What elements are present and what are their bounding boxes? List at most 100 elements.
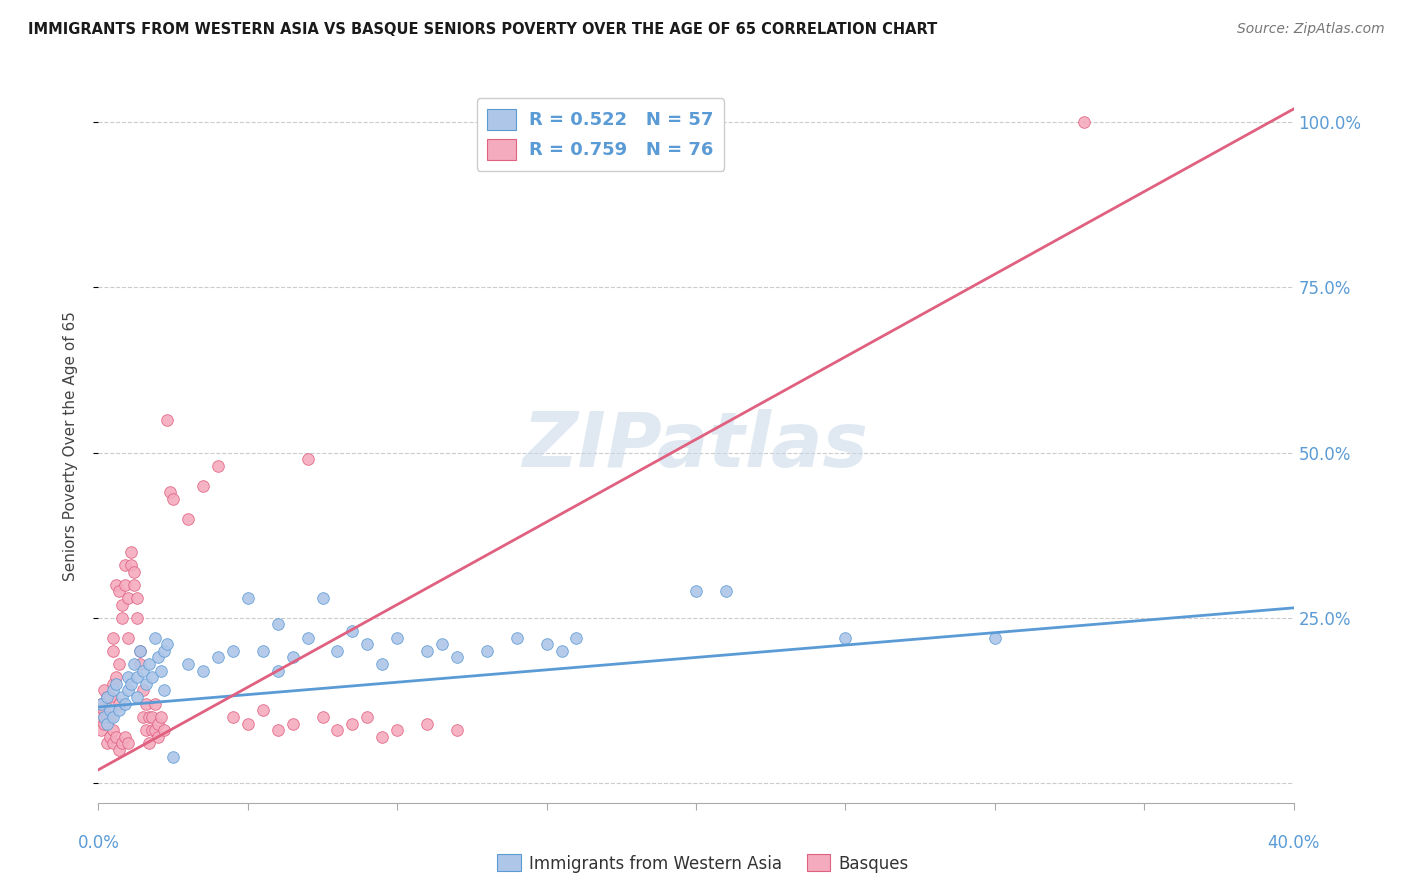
Point xyxy=(103,631,125,645)
Point xyxy=(446,723,468,738)
Point xyxy=(162,749,184,764)
Point xyxy=(506,631,529,645)
Point xyxy=(385,723,409,738)
Point xyxy=(96,690,118,704)
Point xyxy=(150,710,173,724)
Point xyxy=(90,697,112,711)
Point xyxy=(108,703,131,717)
Point xyxy=(191,664,214,678)
Point xyxy=(124,578,146,592)
Point xyxy=(297,631,319,645)
Point xyxy=(105,578,128,592)
Point xyxy=(148,650,170,665)
Point xyxy=(100,690,122,704)
Point xyxy=(326,644,349,658)
Point xyxy=(108,743,131,757)
Point xyxy=(96,736,118,750)
Point xyxy=(148,730,170,744)
Point xyxy=(236,716,259,731)
Point xyxy=(177,511,200,525)
Point xyxy=(127,690,149,704)
Point xyxy=(117,631,139,645)
Point xyxy=(127,670,149,684)
Point xyxy=(150,664,173,678)
Point xyxy=(1073,115,1095,129)
Point xyxy=(100,703,122,717)
Point xyxy=(267,617,290,632)
Point xyxy=(132,664,155,678)
Point xyxy=(371,730,394,744)
Point xyxy=(714,584,737,599)
Point xyxy=(132,710,155,724)
Text: ZIPatlas: ZIPatlas xyxy=(523,409,869,483)
Point xyxy=(984,631,1007,645)
Text: 40.0%: 40.0% xyxy=(1267,834,1320,852)
Point xyxy=(430,637,453,651)
Point xyxy=(236,591,259,605)
Point xyxy=(127,591,149,605)
Point xyxy=(252,703,274,717)
Point xyxy=(177,657,200,671)
Point xyxy=(111,611,134,625)
Point xyxy=(156,412,179,426)
Point xyxy=(132,683,155,698)
Point xyxy=(105,730,128,744)
Point xyxy=(135,697,157,711)
Point xyxy=(138,710,160,724)
Point xyxy=(141,710,163,724)
Text: IMMIGRANTS FROM WESTERN ASIA VS BASQUE SENIORS POVERTY OVER THE AGE OF 65 CORREL: IMMIGRANTS FROM WESTERN ASIA VS BASQUE S… xyxy=(28,22,938,37)
Point xyxy=(117,591,139,605)
Point xyxy=(111,598,134,612)
Point xyxy=(129,644,152,658)
Point xyxy=(297,452,319,467)
Text: 0.0%: 0.0% xyxy=(77,834,120,852)
Point xyxy=(120,558,142,572)
Point xyxy=(222,644,245,658)
Point xyxy=(135,723,157,738)
Point xyxy=(153,683,176,698)
Point xyxy=(114,558,136,572)
Point xyxy=(93,716,115,731)
Point xyxy=(138,657,160,671)
Point xyxy=(143,697,166,711)
Point xyxy=(416,644,439,658)
Point xyxy=(143,723,166,738)
Point xyxy=(207,458,229,473)
Point xyxy=(267,723,290,738)
Point xyxy=(311,710,333,724)
Point xyxy=(90,710,112,724)
Point xyxy=(96,710,118,724)
Point xyxy=(148,716,170,731)
Point xyxy=(114,578,136,592)
Point xyxy=(267,664,290,678)
Point xyxy=(124,657,146,671)
Point xyxy=(156,637,179,651)
Point xyxy=(93,703,115,717)
Point xyxy=(117,670,139,684)
Point xyxy=(127,611,149,625)
Point xyxy=(120,677,142,691)
Text: Source: ZipAtlas.com: Source: ZipAtlas.com xyxy=(1237,22,1385,37)
Point xyxy=(281,716,304,731)
Point xyxy=(117,683,139,698)
Point xyxy=(103,723,125,738)
Point xyxy=(191,478,214,492)
Point xyxy=(129,657,152,671)
Point xyxy=(93,683,115,698)
Point xyxy=(153,644,176,658)
Point xyxy=(141,670,163,684)
Point xyxy=(159,485,181,500)
Point xyxy=(105,670,128,684)
Point xyxy=(90,697,112,711)
Point xyxy=(103,683,125,698)
Point xyxy=(138,736,160,750)
Point xyxy=(834,631,856,645)
Point xyxy=(550,644,572,658)
Point xyxy=(111,690,134,704)
Point xyxy=(124,565,146,579)
Point xyxy=(207,650,229,665)
Point xyxy=(371,657,394,671)
Point xyxy=(96,716,118,731)
Point xyxy=(342,716,364,731)
Point xyxy=(281,650,304,665)
